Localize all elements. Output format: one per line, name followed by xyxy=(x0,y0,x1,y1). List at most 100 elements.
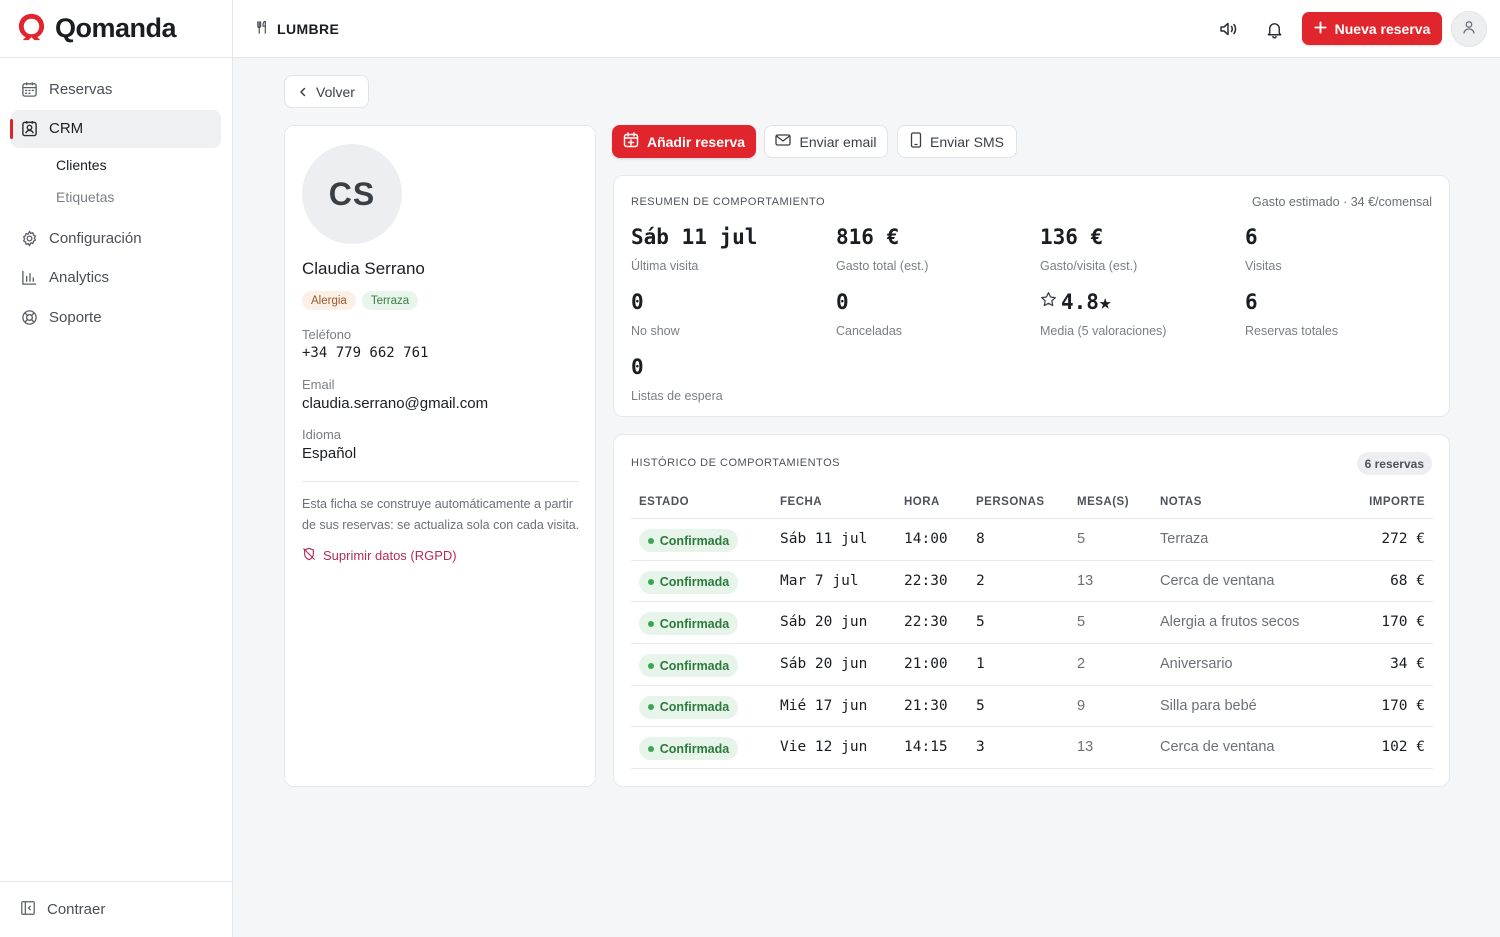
cell-notas: Alergia a frutos secos xyxy=(1160,614,1300,631)
table-header: ESTADO FECHA HORA PERSONAS MESA(S) NOTAS… xyxy=(631,483,1433,519)
cell-mesa: 5 xyxy=(1077,614,1086,631)
cell-personas: 1 xyxy=(976,656,985,673)
col-importe[interactable]: IMPORTE xyxy=(1369,496,1425,508)
col-estado[interactable]: ESTADO xyxy=(639,496,690,508)
col-fecha[interactable]: FECHA xyxy=(780,496,823,508)
cell-mesa: 9 xyxy=(1077,697,1086,714)
phone-label: Teléfono xyxy=(302,327,352,342)
stat-value: 0 xyxy=(631,290,644,314)
stat-waitlists: 0 Listas de espera xyxy=(631,354,831,403)
behavior-history-card: HISTÓRICO DE COMPORTAMIENTOS 6 reservas … xyxy=(613,434,1450,787)
gdpr-delete-link[interactable]: Suprimir datos (RGPD) xyxy=(302,547,457,564)
sidebar-item-configuracion[interactable]: Configuración xyxy=(11,219,221,257)
collapse-icon xyxy=(20,900,36,920)
sound-icon[interactable] xyxy=(1217,18,1239,40)
stat-label: Visitas xyxy=(1245,259,1282,273)
stat-label: Gasto total (est.) xyxy=(836,259,929,273)
phone-value[interactable]: +34 779 662 761 xyxy=(302,345,429,361)
col-personas[interactable]: PERSONAS xyxy=(976,496,1045,508)
chevron-left-icon xyxy=(298,84,308,100)
cell-personas: 5 xyxy=(976,614,985,631)
cell-mesa: 2 xyxy=(1077,656,1086,673)
cell-importe: 102 € xyxy=(1381,739,1425,756)
table-row[interactable]: Confirmada Mié 17 jun 21:30 5 9 Silla pa… xyxy=(631,686,1433,728)
sidebar: Qomanda Reservas CRM Clientes Etiquetas … xyxy=(0,0,233,937)
status-badge: Confirmada xyxy=(639,612,738,636)
send-sms-button[interactable]: Enviar SMS xyxy=(897,125,1017,158)
stat-visits: 6 Visitas xyxy=(1245,224,1445,273)
stat-value: 136 € xyxy=(1040,225,1104,249)
sidebar-item-crm[interactable]: CRM xyxy=(10,109,221,148)
history-table: ESTADO FECHA HORA PERSONAS MESA(S) NOTAS… xyxy=(631,483,1433,770)
stat-rating: 4.8★ Media (5 valoraciones) xyxy=(1040,289,1240,338)
send-email-label: Enviar email xyxy=(799,133,877,150)
brand[interactable]: Qomanda xyxy=(0,0,232,58)
user-avatar[interactable] xyxy=(1451,11,1487,47)
stat-no-show: 0 No show xyxy=(631,289,831,338)
cell-importe: 34 € xyxy=(1390,656,1425,673)
calendar-icon xyxy=(21,81,38,98)
contact-card-icon xyxy=(21,120,38,137)
sidebar-item-label: Analytics xyxy=(49,269,110,286)
bar-chart-icon xyxy=(21,269,38,286)
summary-title: RESUMEN DE COMPORTAMIENTO xyxy=(631,196,826,208)
status-badge: Confirmada xyxy=(639,570,738,594)
brand-logo-icon xyxy=(16,11,47,47)
cell-notas: Aniversario xyxy=(1160,656,1233,673)
gear-icon xyxy=(21,230,38,247)
cell-mesa: 13 xyxy=(1077,739,1094,756)
stat-spend-per-visit: 136 € Gasto/visita (est.) xyxy=(1040,224,1240,273)
star-outline-icon xyxy=(1040,290,1057,314)
cell-hora: 14:15 xyxy=(904,739,948,756)
back-button[interactable]: Volver xyxy=(284,75,369,108)
stat-label: Media (5 valoraciones) xyxy=(1040,324,1167,338)
send-email-button[interactable]: Enviar email xyxy=(764,125,888,158)
stat-value: 4.8★ xyxy=(1061,290,1112,314)
sidebar-item-label: Configuración xyxy=(49,229,142,247)
stat-value: 0 xyxy=(631,355,644,379)
cell-fecha: Mar 7 jul xyxy=(780,572,859,589)
add-booking-button[interactable]: Añadir reserva xyxy=(612,125,756,158)
cell-personas: 8 xyxy=(976,531,985,547)
client-avatar: CS xyxy=(302,144,402,244)
stat-label: Listas de espera xyxy=(631,389,723,403)
subnav-item-clientes[interactable]: Clientes xyxy=(56,157,107,173)
tag-alergia[interactable]: Alergia xyxy=(302,291,356,310)
email-value[interactable]: claudia.serrano@gmail.com xyxy=(302,395,489,412)
collapse-button[interactable]: Contraer xyxy=(0,881,232,937)
col-notas[interactable]: NOTAS xyxy=(1160,496,1202,508)
table-row[interactable]: Confirmada Sáb 20 jun 21:00 1 2 Aniversa… xyxy=(631,644,1433,686)
cell-fecha: Sáb 11 jul xyxy=(780,531,868,547)
brand-name: Qomanda xyxy=(55,13,177,43)
status-badge: Confirmada xyxy=(639,695,738,719)
gdpr-label: Suprimir datos (RGPD) xyxy=(323,548,457,563)
sidebar-item-reservas[interactable]: Reservas xyxy=(11,70,221,108)
language-label: Idioma xyxy=(302,427,342,442)
new-booking-button[interactable]: Nueva reserva xyxy=(1302,12,1442,45)
table-row[interactable]: Confirmada Sáb 11 jul 14:00 8 5 Terraza … xyxy=(631,519,1433,561)
table-row[interactable]: Confirmada Sáb 20 jun 22:30 5 5 Alergia … xyxy=(631,602,1433,645)
tag-terraza[interactable]: Terraza xyxy=(361,291,419,310)
cell-fecha: Vie 12 jun xyxy=(780,739,868,756)
subnav-item-etiquetas[interactable]: Etiquetas xyxy=(56,189,115,205)
main-nav: Reservas CRM Clientes Etiquetas Configur… xyxy=(0,58,232,336)
cell-notas: Cerca de ventana xyxy=(1160,572,1275,589)
table-row[interactable]: Confirmada Mar 7 jul 22:30 2 13 Cerca de… xyxy=(631,561,1433,603)
topbar: LUMBRE Nueva reserva xyxy=(233,0,1500,58)
mail-icon xyxy=(775,133,792,150)
send-sms-label: Enviar SMS xyxy=(930,133,1004,150)
sidebar-item-label: Soporte xyxy=(49,308,102,326)
col-mesas[interactable]: MESA(S) xyxy=(1077,496,1130,508)
cell-hora: 22:30 xyxy=(904,614,948,631)
col-hora[interactable]: HORA xyxy=(904,496,940,508)
sidebar-item-analytics[interactable]: Analytics xyxy=(11,259,221,297)
collapse-label: Contraer xyxy=(47,901,106,918)
stat-value: 6 xyxy=(1245,225,1258,249)
venue-selector[interactable]: LUMBRE xyxy=(255,0,339,58)
bell-icon[interactable] xyxy=(1263,18,1285,40)
stat-cancelled: 0 Canceladas xyxy=(836,289,1036,338)
cell-mesa: 5 xyxy=(1077,531,1086,547)
status-badge: Confirmada xyxy=(639,737,738,761)
sidebar-item-soporte[interactable]: Soporte xyxy=(11,298,221,336)
table-row[interactable]: Confirmada Vie 12 jun 14:15 3 13 Cerca d… xyxy=(631,727,1433,770)
